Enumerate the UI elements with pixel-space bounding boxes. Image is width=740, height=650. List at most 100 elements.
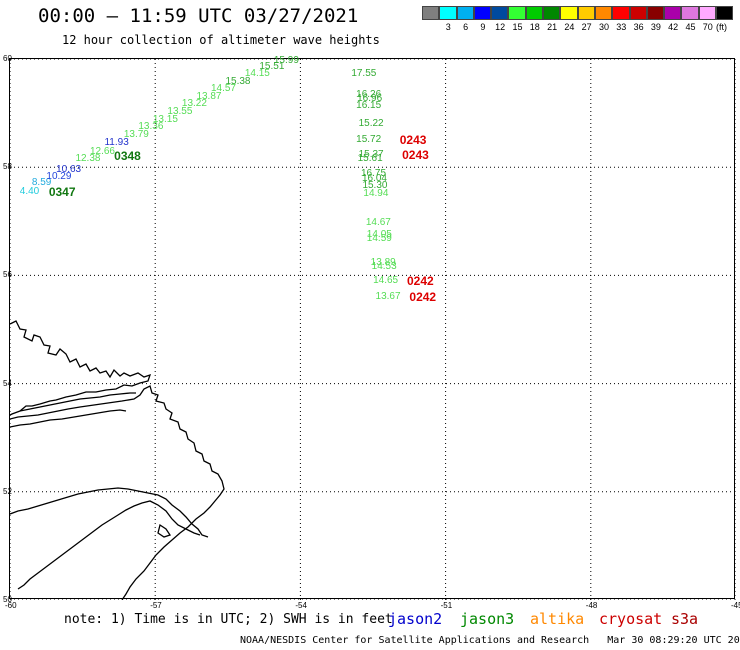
- wave-height-value: 11.93: [104, 136, 129, 148]
- satellite-legend-item: jason2: [388, 610, 443, 628]
- coastline-labrador-south: [10, 385, 225, 600]
- wave-height-value: 13.67: [375, 291, 401, 303]
- wave-height-value: 15.30: [362, 180, 388, 192]
- wave-height-value: 13.15: [152, 113, 178, 125]
- color-scale-label: 12: [495, 22, 506, 32]
- credit-timestamp: Mar 30 08:29:20 UTC 2021: [607, 635, 740, 646]
- wave-height-value: 15.38: [225, 75, 251, 87]
- color-scale-label: 30: [598, 22, 609, 32]
- map-canvas: [10, 59, 736, 600]
- footer-credit: NOAA/NESDIS Center for Satellite Applica…: [240, 635, 740, 646]
- coastline-lake-melville: [19, 392, 136, 412]
- color-scale-label: 21: [547, 22, 558, 32]
- color-swatch: [612, 6, 630, 20]
- wave-height-value: 12.66: [89, 146, 115, 158]
- wave-height-value: 14.57: [210, 82, 236, 94]
- color-scale-legend: [422, 6, 734, 20]
- wave-height-value: 15.99: [273, 55, 299, 67]
- satellite-legend-item: jason3: [460, 610, 515, 628]
- pass-time-label: 0243: [402, 148, 429, 163]
- latitude-tick-label: 56: [3, 270, 12, 280]
- pass-time-label: 0347: [48, 184, 76, 199]
- color-swatch: [716, 6, 734, 20]
- wave-height-value: 15.72: [356, 134, 382, 146]
- color-swatch: [664, 6, 682, 20]
- wave-height-value: 4.40: [19, 185, 40, 197]
- longitude-tick-label: -57: [150, 601, 162, 610]
- coastline-labrador: [10, 320, 152, 416]
- color-swatch: [646, 6, 665, 20]
- wave-height-value: 16.15: [356, 100, 382, 112]
- wave-height-value: 14.59: [366, 232, 392, 244]
- page-title: 00:00 – 11:59 UTC 03/27/2021: [38, 5, 359, 27]
- wave-height-value: 13.22: [181, 98, 207, 110]
- color-swatch: [525, 6, 544, 20]
- color-scale-label: 3: [445, 22, 451, 32]
- color-swatch: [681, 6, 699, 20]
- latitude-tick-label: 58: [3, 162, 12, 172]
- coastline-newfoundland: [17, 500, 201, 590]
- wave-height-value: 15.37: [358, 149, 384, 161]
- wave-height-value: 13.79: [123, 128, 149, 140]
- wave-height-value: 14.53: [371, 260, 397, 272]
- color-swatch: [629, 6, 647, 20]
- wave-height-value: 10.29: [46, 170, 72, 182]
- wave-height-value: 8.59: [31, 177, 52, 189]
- wave-height-map: 60 58 56 54 52 50 4.40 8.59 10.29 10.63 12.38 12.6…: [3, 54, 736, 604]
- color-scale-label: 33: [616, 22, 627, 32]
- satellite-legend-item: cryosat: [599, 610, 663, 628]
- wave-height-value: 10.63: [56, 163, 82, 175]
- color-swatch: [577, 6, 595, 20]
- color-scale-label: 36: [633, 22, 644, 32]
- color-swatch: [698, 6, 717, 20]
- color-swatch: [560, 6, 578, 20]
- wave-height-value: 15.61: [357, 153, 383, 165]
- wave-height-value: 12.38: [75, 153, 101, 165]
- color-scale-label: 70: [702, 22, 713, 32]
- color-scale-label: 15: [512, 22, 523, 32]
- color-swatch: [439, 6, 457, 20]
- color-swatch: [473, 6, 492, 20]
- pass-time-label: 0348: [114, 149, 141, 164]
- color-swatch: [508, 6, 526, 20]
- longitude-tick-label: -45: [731, 601, 740, 610]
- wave-height-value: 14.15: [244, 68, 270, 80]
- color-scale-label: 27: [581, 22, 592, 32]
- wave-height-value: 15.22: [358, 117, 384, 129]
- wave-height-value: 16.04: [361, 172, 387, 184]
- wave-height-value: 13.36: [138, 121, 164, 133]
- latitude-tick-label: 52: [3, 486, 12, 496]
- wave-height-value: 13.55: [167, 106, 193, 118]
- color-scale-label: 9: [480, 22, 486, 32]
- longitude-tick-label: -48: [585, 601, 598, 610]
- pass-time-label: 0243: [399, 133, 427, 148]
- coastline-island: [157, 523, 172, 538]
- longitude-tick-label: -54: [295, 601, 307, 610]
- coastline-labrador-inland: [10, 409, 127, 428]
- page-subtitle: 12 hour collection of altimeter wave hei…: [62, 33, 380, 47]
- pass-time-label: 0242: [409, 290, 437, 305]
- color-scale-label: 45: [685, 22, 696, 32]
- credit-text: NOAA/NESDIS Center for Satellite Applica…: [240, 635, 590, 646]
- color-scale-label: 18: [529, 22, 540, 32]
- wave-height-value: 13.87: [196, 90, 222, 102]
- longitude-tick-label: -51: [440, 601, 453, 610]
- color-scale-label: 42: [668, 22, 679, 32]
- wave-height-value: 14.94: [363, 188, 389, 200]
- satellite-legend-item: altika: [530, 610, 585, 628]
- wave-height-value: 14.05: [366, 228, 392, 240]
- pass-time-label: 0242: [406, 273, 434, 288]
- wave-height-value: 16.96: [357, 93, 383, 105]
- color-scale-unit: (ft): [716, 22, 727, 32]
- color-scale-label: 6: [463, 22, 469, 32]
- color-swatch: [456, 6, 474, 20]
- wave-height-value: 13.89: [370, 256, 396, 268]
- map-gridlines: [10, 59, 736, 600]
- wave-height-value: 15.51: [259, 61, 285, 73]
- longitude-tick-label: -60: [5, 601, 17, 610]
- color-scale-label: 24: [564, 22, 575, 32]
- color-swatch: [543, 6, 561, 20]
- color-swatch: [491, 6, 509, 20]
- wave-height-value: 14.65: [373, 274, 399, 286]
- footer-note: note: 1) Time is in UTC; 2) SWH is in fe…: [64, 612, 393, 627]
